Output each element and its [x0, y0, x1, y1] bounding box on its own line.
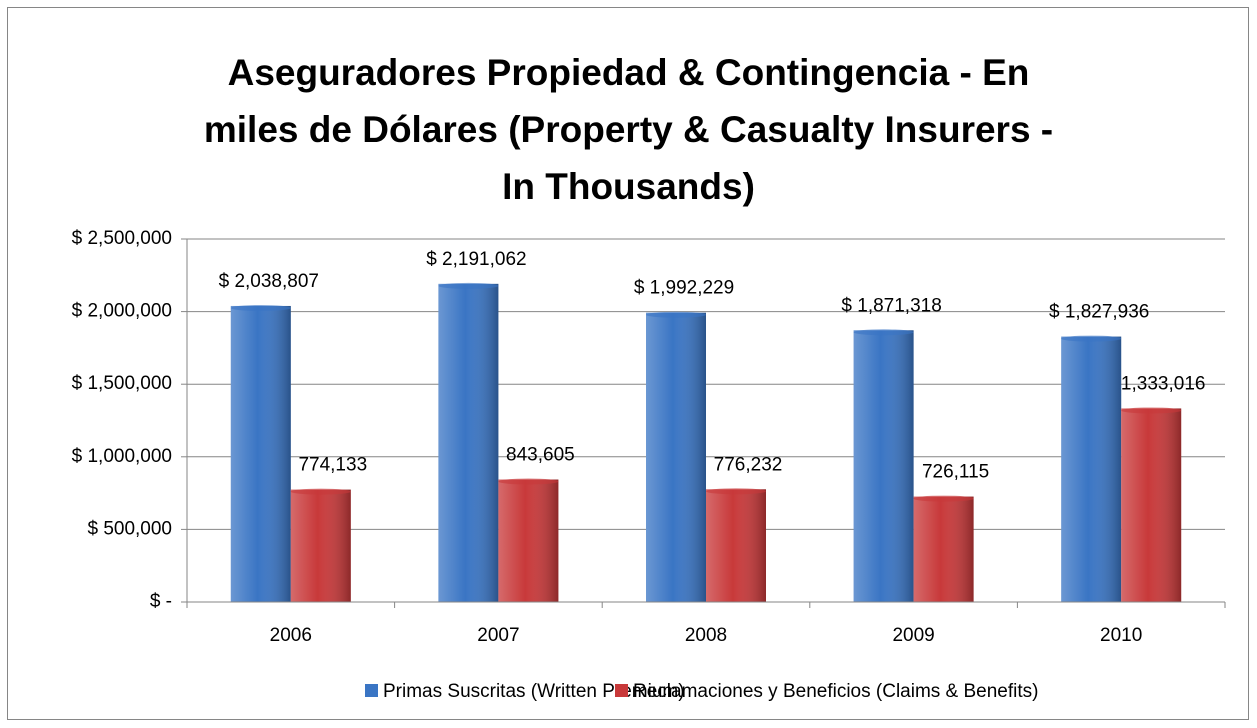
data-label: $ 1,827,936 [1049, 302, 1149, 323]
y-tick-label: $ 500,000 [87, 518, 172, 539]
bar-cap [1061, 335, 1122, 342]
bar-cap [1121, 407, 1182, 414]
y-tick-label: $ 1,500,000 [72, 373, 172, 394]
bar-shade [913, 496, 974, 602]
x-tick-label: 2009 [892, 625, 934, 646]
data-label: 774,133 [298, 455, 367, 476]
bar-shade [438, 283, 499, 602]
x-tick-label: 2008 [685, 625, 727, 646]
bar-cap [853, 329, 914, 336]
y-tick-label: $ 2,000,000 [72, 301, 172, 322]
legend-swatch [615, 684, 628, 697]
bar-cap [438, 282, 499, 289]
data-label: $ 2,038,807 [219, 271, 319, 292]
bar-shade [290, 489, 351, 602]
x-tick-label: 2006 [270, 625, 312, 646]
bar-cap [498, 478, 559, 485]
data-label: 843,605 [506, 445, 575, 466]
bar-shade [853, 330, 914, 602]
data-label: $ 2,191,062 [426, 249, 526, 270]
bar-shade [1061, 336, 1122, 602]
data-label: $ 1,871,318 [841, 295, 941, 316]
data-label: 1,333,016 [1121, 373, 1206, 394]
data-label: 726,115 [922, 462, 989, 483]
legend-label: Reclamaciones y Beneficios (Claims & Ben… [633, 681, 1039, 702]
bar-cap [646, 311, 706, 318]
x-tick-label: 2007 [477, 625, 519, 646]
bar-cap [230, 304, 291, 311]
y-tick-label: $ 1,000,000 [72, 446, 172, 467]
bar-shade [230, 305, 291, 602]
legend-label: Primas Suscritas (Written Premium) [383, 681, 685, 702]
bar-shade [1121, 408, 1182, 602]
bar-cap [706, 488, 766, 495]
data-label: $ 1,992,229 [634, 278, 734, 299]
bar-shade [498, 479, 559, 602]
x-tick-label: 2010 [1100, 625, 1142, 646]
chart-title: Aseguradores Propiedad & Contingencia - … [203, 52, 1054, 207]
data-label: 776,232 [714, 454, 783, 475]
legend-swatch [365, 684, 378, 697]
chart-border [7, 7, 1249, 720]
bar-shade [706, 489, 766, 602]
y-tick-label: $ 2,500,000 [72, 228, 172, 249]
bar-shade [646, 312, 706, 602]
bar-cap [913, 495, 974, 502]
y-tick-label: $ - [150, 591, 172, 612]
bar-cap [290, 488, 351, 495]
